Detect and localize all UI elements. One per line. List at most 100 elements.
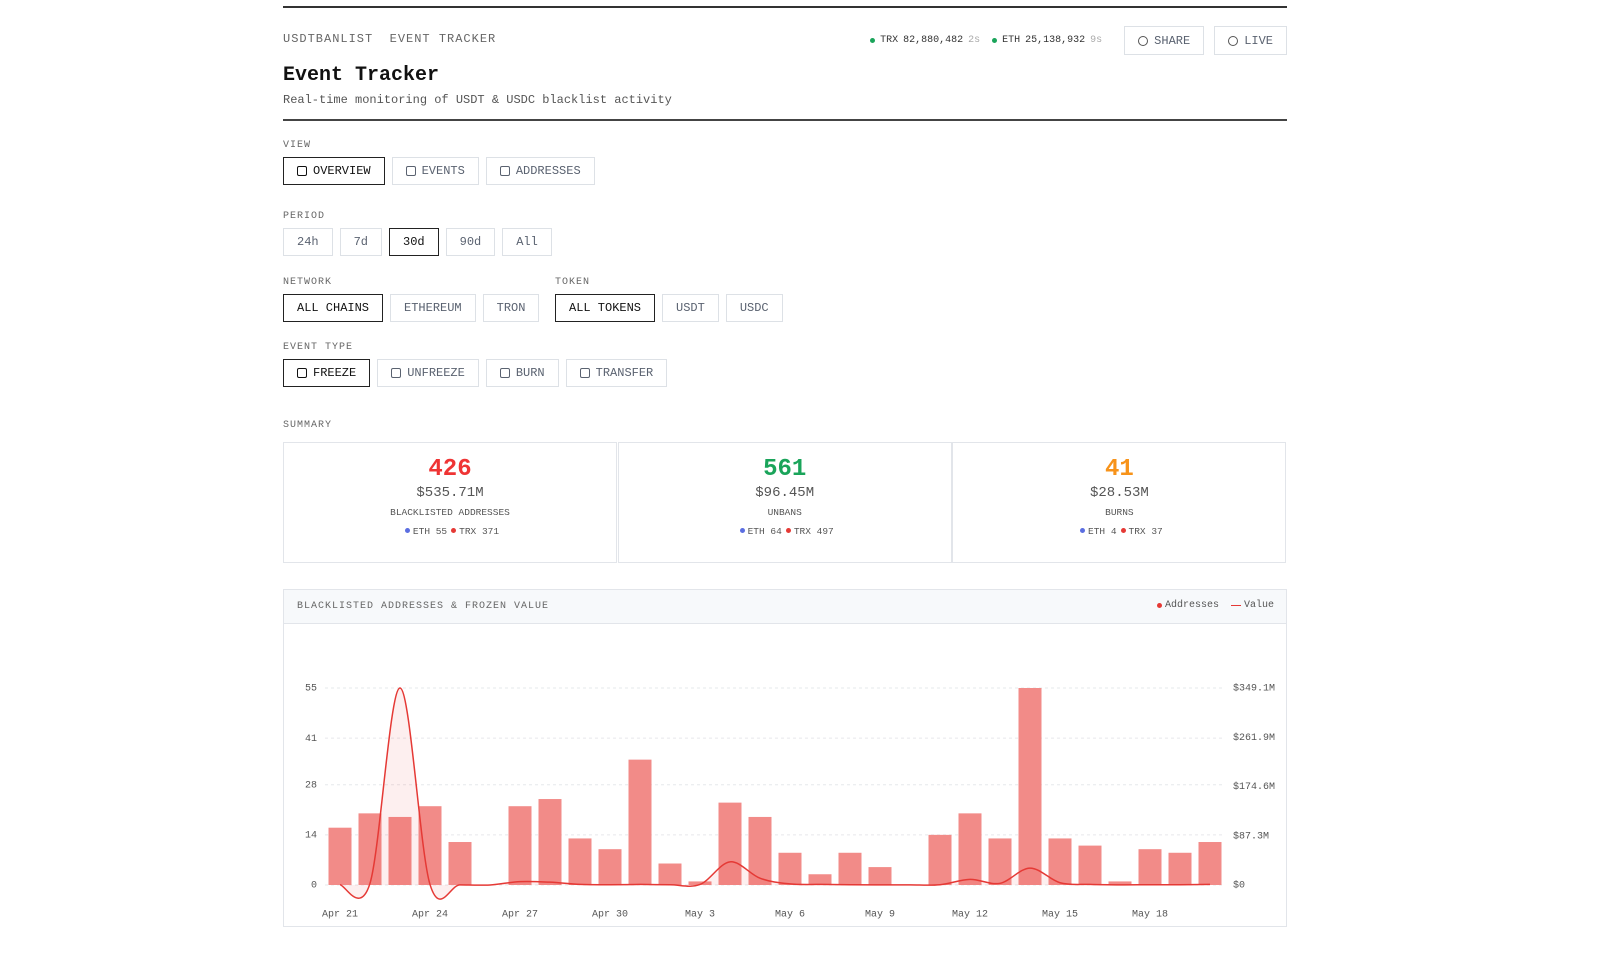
legend-label: Value: [1243, 600, 1274, 611]
filter-row: 24h 7d 30d 90d All: [283, 228, 559, 256]
header-button[interactable]: SHARE: [1124, 26, 1205, 55]
filter-button[interactable]: UNFREEZE: [377, 359, 479, 387]
summary-card: 561 $96.45M UNBANS ETH 64 TRX 497: [617, 442, 952, 563]
count: 426: [428, 456, 472, 483]
header-button[interactable]: LIVE: [1214, 26, 1287, 55]
filter-row: OVERVIEW EVENTS ADDRESSES: [283, 157, 602, 185]
y2-tick-label: $174.6M: [1233, 781, 1275, 793]
filter-row: ALL TOKENS USDT USDC: [555, 294, 790, 322]
age: 9s: [1090, 35, 1103, 46]
filter-button[interactable]: EVENTS: [391, 157, 479, 185]
filter-button[interactable]: All: [502, 228, 552, 256]
chain-dot: [451, 528, 457, 533]
button-label: ALL TOKENS: [569, 301, 642, 315]
icon: [405, 166, 416, 176]
button-label: ADDRESSES: [515, 164, 581, 178]
y-tick-label: 14: [305, 830, 317, 841]
button-label: UNFREEZE: [407, 366, 465, 380]
y2-tick-label: $0: [1233, 880, 1245, 892]
chain-count: ETH 55: [412, 526, 448, 537]
page-title: Event Tracker: [283, 64, 440, 87]
legend-item[interactable]: Value: [1230, 600, 1274, 611]
chain-count: TRX 371: [459, 526, 500, 537]
bar: [1108, 881, 1132, 885]
chain-count: TRX 497: [793, 526, 834, 537]
filter-group: PERIOD 24h 7d 30d 90d All: [283, 211, 559, 256]
button-label: USDC: [739, 301, 769, 315]
filter-button[interactable]: USDC: [725, 294, 783, 322]
y-tick-label: 41: [305, 734, 317, 745]
block-height: 82,880,482: [903, 35, 964, 46]
breadcrumb: USDTBANLIST EVENT TRACKER: [283, 32, 496, 46]
button-label: ALL CHAINS: [297, 301, 370, 315]
icon: [499, 166, 510, 176]
filter-button[interactable]: ALL TOKENS: [555, 294, 656, 322]
bar: [358, 813, 382, 885]
bar: [388, 816, 412, 885]
bar: [448, 842, 472, 885]
filter-button[interactable]: TRON: [482, 294, 540, 322]
bar: [1078, 845, 1102, 885]
filter-group: TOKEN ALL TOKENS USDT USDC: [555, 277, 790, 322]
filter-button[interactable]: 24h: [283, 228, 333, 256]
card-label: BURNS: [1105, 507, 1134, 518]
y2-tick-label: $87.3M: [1233, 830, 1269, 842]
bar: [1018, 688, 1042, 885]
filter-button[interactable]: OVERVIEW: [283, 157, 385, 185]
filter-button[interactable]: FREEZE: [283, 359, 371, 387]
legend-item[interactable]: Addresses: [1156, 600, 1219, 611]
x-tick-label: Apr 30: [592, 910, 628, 921]
button-label: 30d: [403, 235, 425, 249]
button-label: BURN: [515, 366, 545, 380]
filter-button[interactable]: 7d: [339, 228, 383, 256]
chain-breakdown: ETH 55 TRX 371: [284, 526, 616, 537]
section: EVENT TRACKER: [389, 32, 497, 46]
count: 41: [1104, 456, 1134, 483]
chain-count: ETH 64: [747, 526, 782, 537]
count: 561: [763, 456, 807, 483]
x-tick-label: Apr 27: [502, 910, 538, 921]
chain-dot: [404, 528, 410, 533]
filter-button[interactable]: ALL CHAINS: [283, 294, 384, 322]
button-label: USDT: [676, 301, 705, 315]
x-tick-label: May 3: [685, 910, 715, 921]
bar: [568, 838, 592, 885]
filter-button[interactable]: ADDRESSES: [485, 157, 595, 185]
icon: [391, 368, 402, 378]
filter-button[interactable]: BURN: [485, 359, 559, 387]
filter-button[interactable]: ETHEREUM: [390, 294, 476, 322]
button-label: 7d: [353, 235, 369, 249]
bar: [748, 816, 772, 885]
chart: 0 14 28 41 55 $0 $87.3M $174.6M $261.9M $349.1M Ap…: [305, 683, 1275, 921]
chain-dot: [1080, 528, 1086, 533]
filter-group: EVENT TYPE FREEZE UNFREEZE BURN TRANSFER: [283, 342, 674, 387]
age: 2s: [968, 35, 981, 46]
filter-button[interactable]: 90d: [445, 228, 496, 256]
filter-row: FREEZE UNFREEZE BURN TRANSFER: [283, 359, 674, 387]
chain-dot: [1120, 528, 1126, 533]
button-label: TRON: [496, 301, 526, 315]
icon: [297, 166, 307, 176]
bar: [508, 806, 532, 885]
summary-label: SUMMARY: [283, 420, 333, 431]
bar: [778, 852, 802, 885]
filter-button[interactable]: 30d: [389, 228, 439, 256]
value-area: [340, 687, 1210, 900]
bar: [538, 799, 562, 885]
x-tick-label: Apr 21: [322, 910, 358, 921]
bar: [1138, 849, 1162, 885]
brand[interactable]: USDTBANLIST: [283, 32, 374, 46]
x-tick-label: May 9: [865, 910, 895, 921]
x-tick-label: May 12: [952, 910, 988, 921]
chain: TRX: [880, 35, 899, 46]
filter-button[interactable]: TRANSFER: [565, 359, 668, 387]
legend-label: Addresses: [1164, 600, 1219, 611]
chart-header: BLACKLISTED ADDRESSES & FROZEN VALUE Add…: [284, 590, 1286, 624]
legend-swatch: [1156, 603, 1162, 608]
filter-label: EVENT TYPE: [283, 342, 354, 353]
button-label: ETHEREUM: [404, 301, 462, 315]
filter-button[interactable]: USDT: [662, 294, 719, 322]
filter-row: ALL CHAINS ETHEREUM TRON: [283, 294, 546, 322]
bar: [1198, 842, 1222, 885]
button-label: 24h: [297, 235, 319, 249]
